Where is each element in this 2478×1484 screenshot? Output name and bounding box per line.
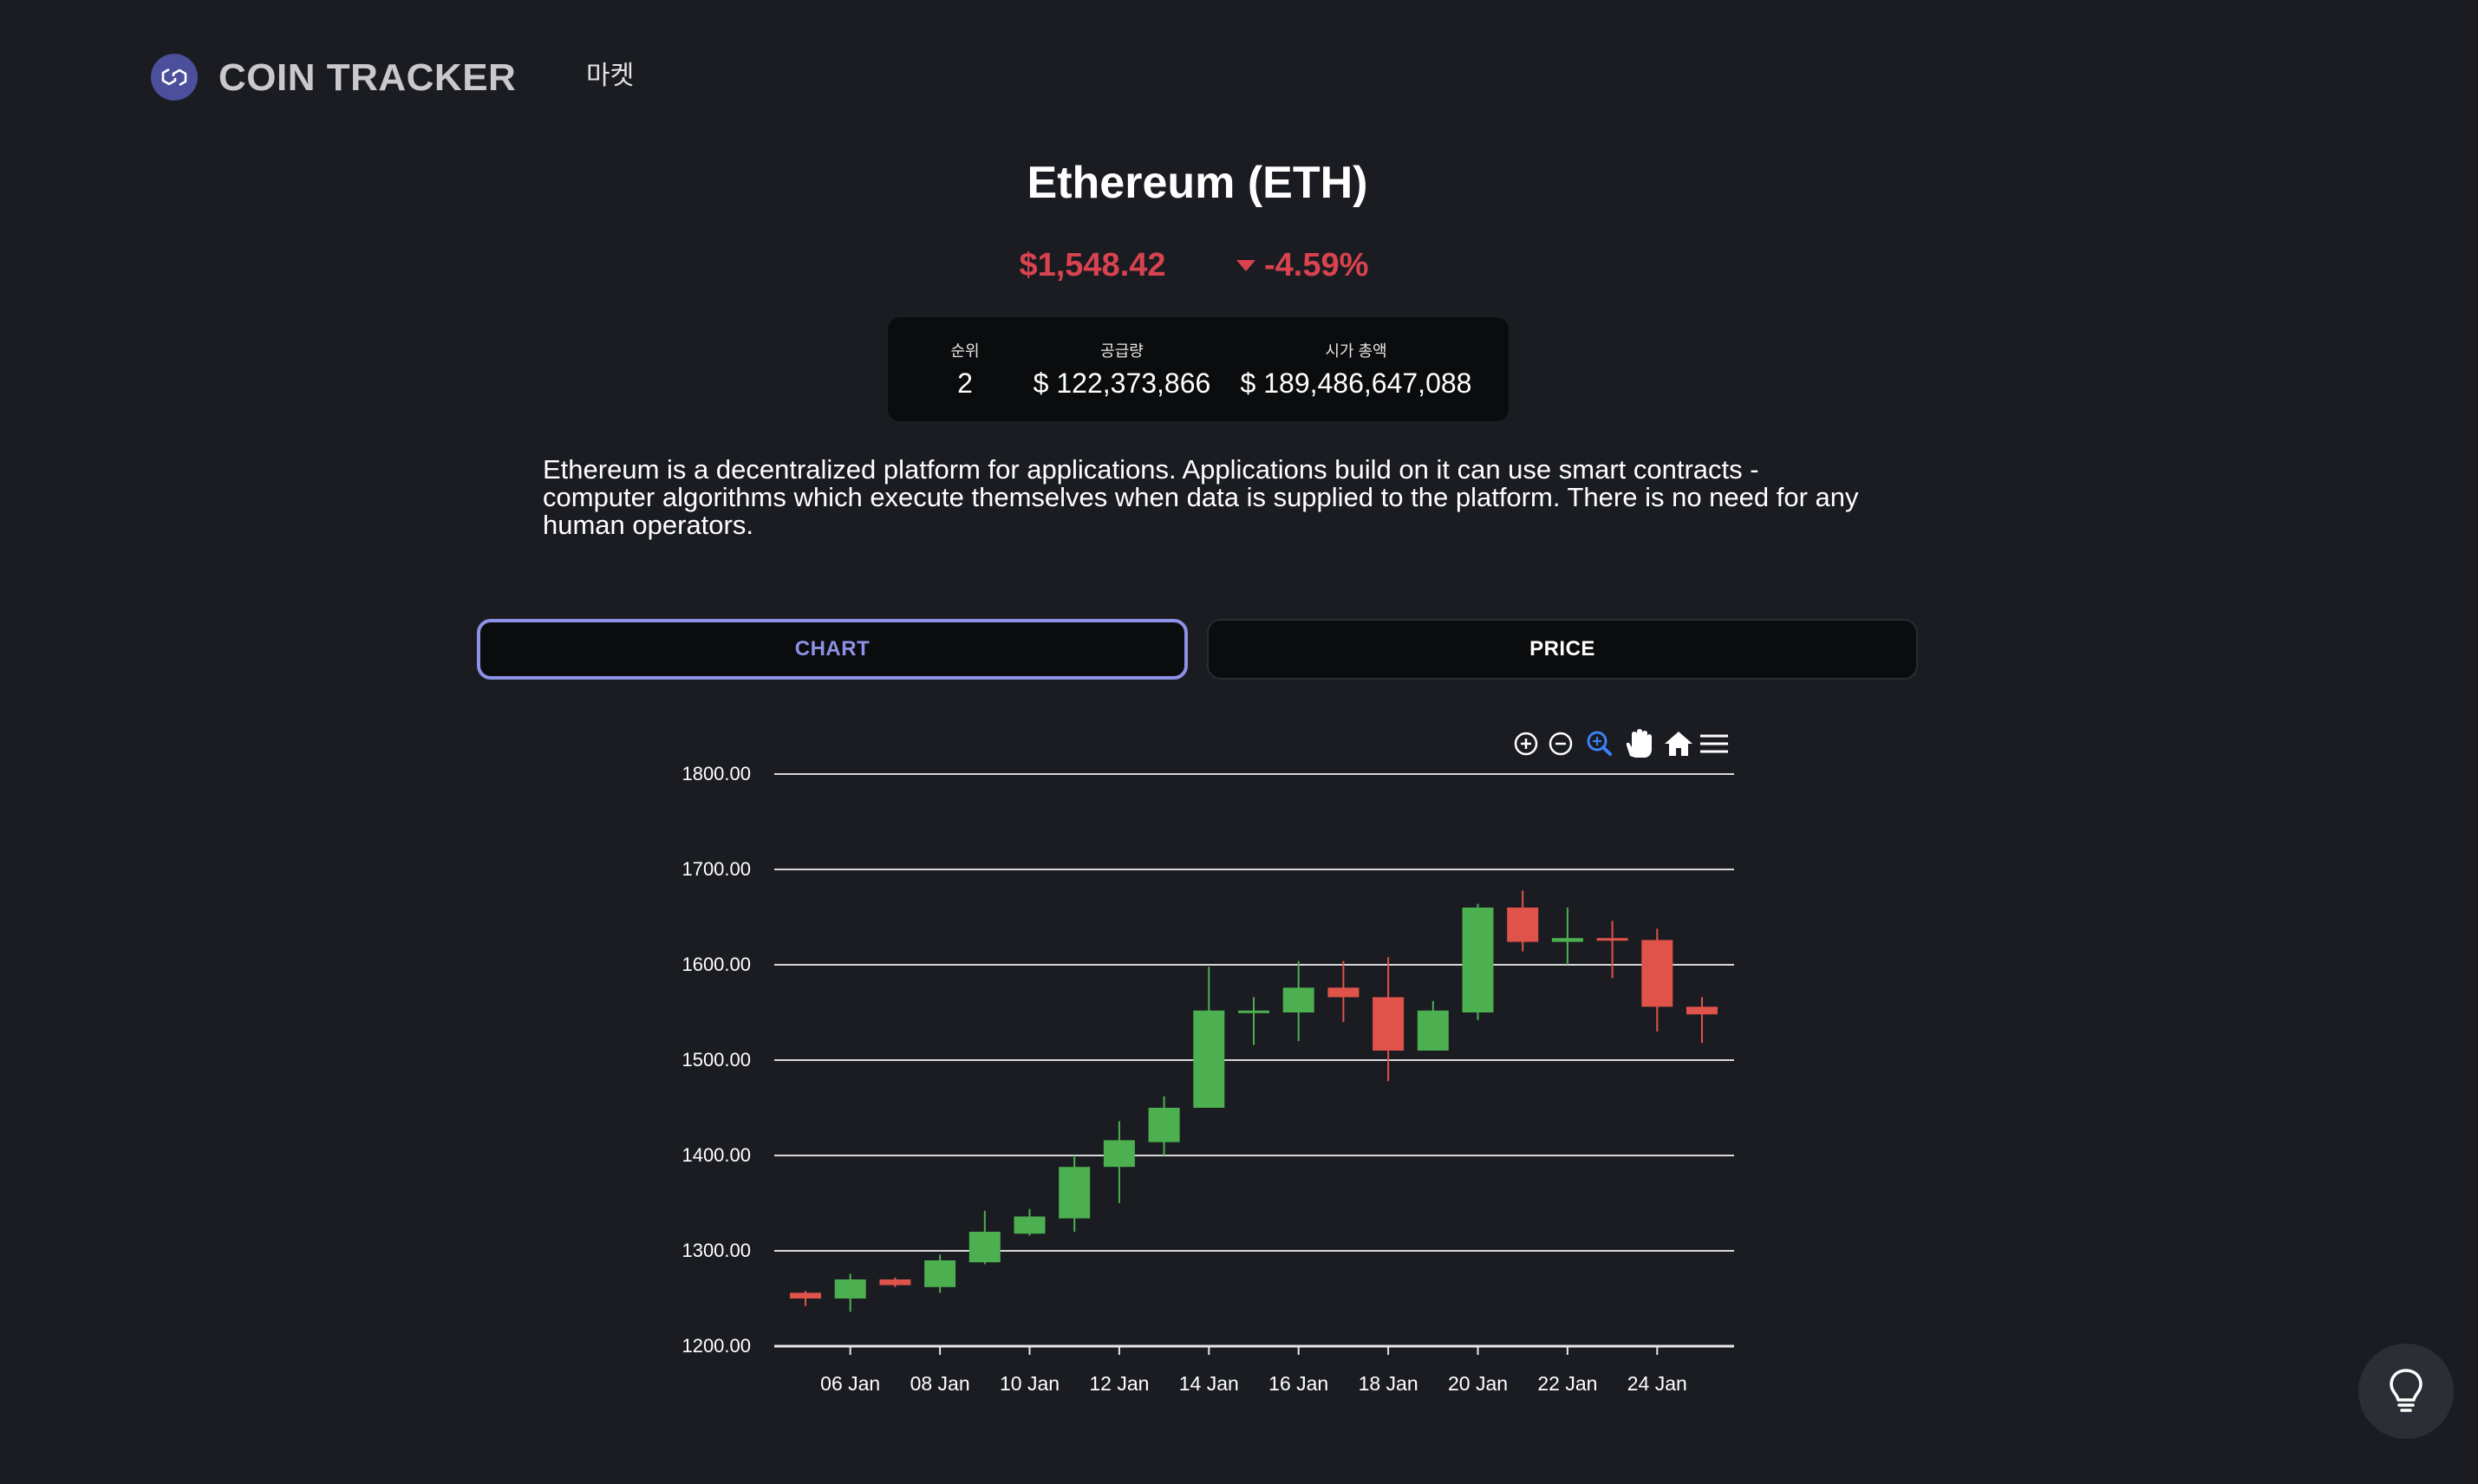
candle-body bbox=[1686, 1006, 1718, 1015]
stat-label: 공급량 bbox=[1100, 342, 1144, 360]
x-tick-label: 12 Jan bbox=[1089, 1372, 1149, 1395]
candle-body bbox=[1462, 908, 1494, 1012]
candle-body bbox=[924, 1260, 956, 1287]
y-tick-label: 1300.00 bbox=[681, 1240, 751, 1261]
candle-body bbox=[1417, 1010, 1449, 1051]
x-tick-label: 08 Jan bbox=[910, 1372, 970, 1395]
candle-body bbox=[1282, 987, 1314, 1012]
stats-panel: 순위 2 공급량 $ 122,373,866 시가 총액 $ 189,486,6… bbox=[888, 317, 1509, 421]
y-tick-label: 1800.00 bbox=[681, 763, 751, 784]
polygon-logo-icon bbox=[161, 68, 187, 87]
candle[interactable] bbox=[790, 1291, 821, 1306]
x-tick-label: 18 Jan bbox=[1359, 1372, 1418, 1395]
candle[interactable] bbox=[924, 1254, 956, 1293]
y-tick-label: 1400.00 bbox=[681, 1144, 751, 1166]
y-tick-label: 1700.00 bbox=[681, 858, 751, 880]
coin-title: Ethereum (ETH) bbox=[1027, 158, 1368, 208]
candle[interactable] bbox=[1417, 1000, 1449, 1051]
candle[interactable] bbox=[1103, 1121, 1135, 1203]
zoom-select-icon[interactable] bbox=[1587, 731, 1612, 756]
candle-layer bbox=[790, 890, 1718, 1312]
price-change: -4.59% bbox=[1235, 244, 1368, 286]
price-change-value: -4.59% bbox=[1264, 247, 1369, 283]
candle[interactable] bbox=[1327, 960, 1360, 1022]
candle-body bbox=[1507, 908, 1539, 942]
tab-chart[interactable]: CHART bbox=[477, 619, 1188, 680]
candle[interactable] bbox=[1282, 960, 1314, 1041]
candle-body bbox=[1551, 938, 1583, 942]
candle[interactable] bbox=[879, 1277, 911, 1287]
candle[interactable] bbox=[1462, 903, 1494, 1020]
coin-description: Ethereum is a decentralized platform for… bbox=[543, 454, 1859, 540]
x-tick-label: 22 Jan bbox=[1537, 1372, 1597, 1395]
y-tick-label: 1200.00 bbox=[681, 1335, 751, 1357]
x-tick-label: 06 Jan bbox=[820, 1372, 880, 1395]
pan-hand-icon[interactable] bbox=[1626, 729, 1652, 758]
candle[interactable] bbox=[1238, 997, 1269, 1045]
candle-body bbox=[1014, 1216, 1046, 1234]
candle[interactable] bbox=[1373, 957, 1405, 1082]
stat-market-cap: 시가 총액 $ 189,486,647,088 bbox=[1217, 342, 1495, 400]
stat-label: 순위 bbox=[950, 342, 980, 360]
candle-body bbox=[834, 1279, 866, 1298]
candle-body bbox=[1059, 1167, 1091, 1219]
candle-body bbox=[790, 1292, 821, 1298]
zoom-out-icon[interactable] bbox=[1549, 732, 1573, 756]
y-tick-label: 1600.00 bbox=[681, 954, 751, 975]
lightbulb-icon bbox=[2390, 1369, 2423, 1412]
current-price: $1,548.42 bbox=[1019, 247, 1166, 283]
candle[interactable] bbox=[1641, 928, 1673, 1032]
candle[interactable] bbox=[1596, 921, 1628, 979]
candle[interactable] bbox=[1059, 1155, 1091, 1232]
stat-value: 2 bbox=[957, 368, 973, 399]
grid-layer bbox=[774, 773, 1734, 1348]
x-tick-label: 20 Jan bbox=[1448, 1372, 1508, 1395]
chart-toolbar bbox=[1514, 729, 1728, 758]
candle[interactable] bbox=[1686, 997, 1718, 1044]
x-tick-label: 16 Jan bbox=[1268, 1372, 1328, 1395]
candle-body bbox=[1373, 997, 1405, 1051]
candle-body bbox=[1148, 1108, 1180, 1142]
nav-market-link[interactable]: 마켓 bbox=[586, 62, 635, 90]
candle-body bbox=[879, 1279, 911, 1285]
stat-value: $ 122,373,866 bbox=[1033, 368, 1211, 399]
axis-layer: 1200.00 1300.00 1400.00 1500.00 1600.00 1700.… bbox=[681, 763, 1686, 1395]
candle[interactable] bbox=[1014, 1208, 1046, 1236]
x-tick-label: 10 Jan bbox=[1000, 1372, 1060, 1395]
candle[interactable] bbox=[968, 1210, 1001, 1265]
x-tick-label: 14 Jan bbox=[1179, 1372, 1239, 1395]
candle-body bbox=[1641, 940, 1673, 1007]
stat-value: $ 189,486,647,088 bbox=[1240, 368, 1472, 399]
stat-supply: 공급량 $ 122,373,866 bbox=[1001, 342, 1243, 400]
candle[interactable] bbox=[1551, 908, 1583, 965]
candle[interactable] bbox=[1148, 1096, 1180, 1155]
caret-down-icon bbox=[1236, 260, 1255, 271]
candle[interactable] bbox=[1193, 967, 1225, 1108]
y-tick-label: 1500.00 bbox=[681, 1049, 751, 1071]
candle-body bbox=[1238, 1010, 1269, 1013]
candle-body bbox=[1596, 938, 1628, 941]
candle-body bbox=[1193, 1010, 1225, 1108]
menu-icon[interactable] bbox=[1700, 734, 1728, 753]
candle[interactable] bbox=[1507, 890, 1539, 952]
stat-label: 시가 총액 bbox=[1325, 342, 1387, 360]
candle-body bbox=[1327, 987, 1360, 998]
brand-title[interactable]: COIN TRACKER bbox=[218, 56, 517, 99]
zoom-in-icon[interactable] bbox=[1514, 732, 1538, 756]
help-button[interactable] bbox=[2358, 1344, 2454, 1439]
reset-home-icon[interactable] bbox=[1665, 732, 1692, 756]
x-tick-label: 24 Jan bbox=[1627, 1372, 1687, 1395]
candle[interactable] bbox=[834, 1273, 866, 1312]
logo-icon[interactable] bbox=[151, 54, 198, 101]
stat-rank: 순위 2 bbox=[917, 342, 1013, 400]
tab-price[interactable]: PRICE bbox=[1207, 619, 1918, 680]
candle-body bbox=[968, 1232, 1001, 1263]
candle-body bbox=[1103, 1140, 1135, 1168]
